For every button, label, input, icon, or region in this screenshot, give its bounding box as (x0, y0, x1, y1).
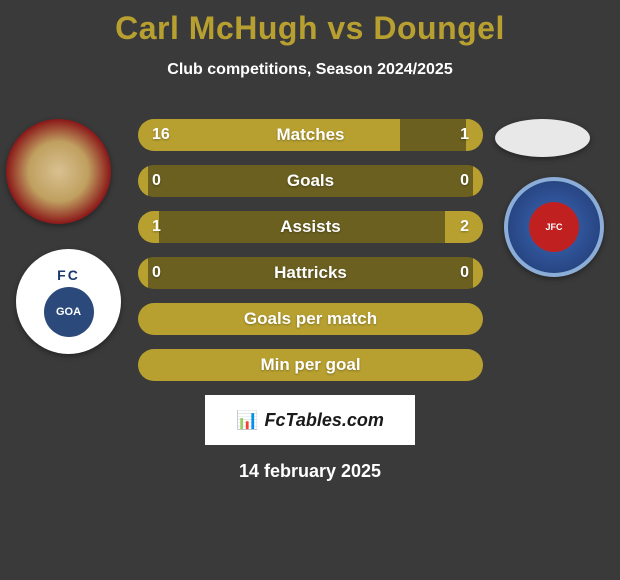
player-right-avatar (495, 119, 590, 157)
stat-row: 00Hattricks (138, 257, 483, 289)
stat-row: 12Assists (138, 211, 483, 243)
page-title: Carl McHugh vs Doungel (0, 0, 620, 47)
stat-row: Min per goal (138, 349, 483, 381)
stat-label: Hattricks (138, 263, 483, 283)
stat-label: Assists (138, 217, 483, 237)
club-left-label-badge: GOA (44, 287, 94, 337)
date-label: 14 february 2025 (0, 461, 620, 482)
chart-icon: 📊 (236, 410, 258, 431)
club-left-badge: FC GOA (16, 249, 121, 354)
stat-label: Min per goal (138, 355, 483, 375)
stat-row: 00Goals (138, 165, 483, 197)
stat-row: 161Matches (138, 119, 483, 151)
branding-text: FcTables.com (265, 410, 384, 431)
club-right-badge: JFC (504, 177, 604, 277)
branding-badge: 📊 FcTables.com (205, 395, 415, 445)
stat-bars: 161Matches 00Goals 12Assists 00Hattricks Goa… (138, 119, 483, 381)
stat-row: Goals per match (138, 303, 483, 335)
comparison-panel: FC GOA JFC 161Matches 00Goals 12Assists 00H… (0, 119, 620, 381)
stat-label: Goals per match (138, 309, 483, 329)
club-right-label-badge: JFC (529, 202, 579, 252)
club-left-label-top: FC (57, 267, 80, 283)
stat-label: Goals (138, 171, 483, 191)
subtitle: Club competitions, Season 2024/2025 (0, 61, 620, 79)
stat-label: Matches (138, 125, 483, 145)
player-left-avatar (6, 119, 111, 224)
